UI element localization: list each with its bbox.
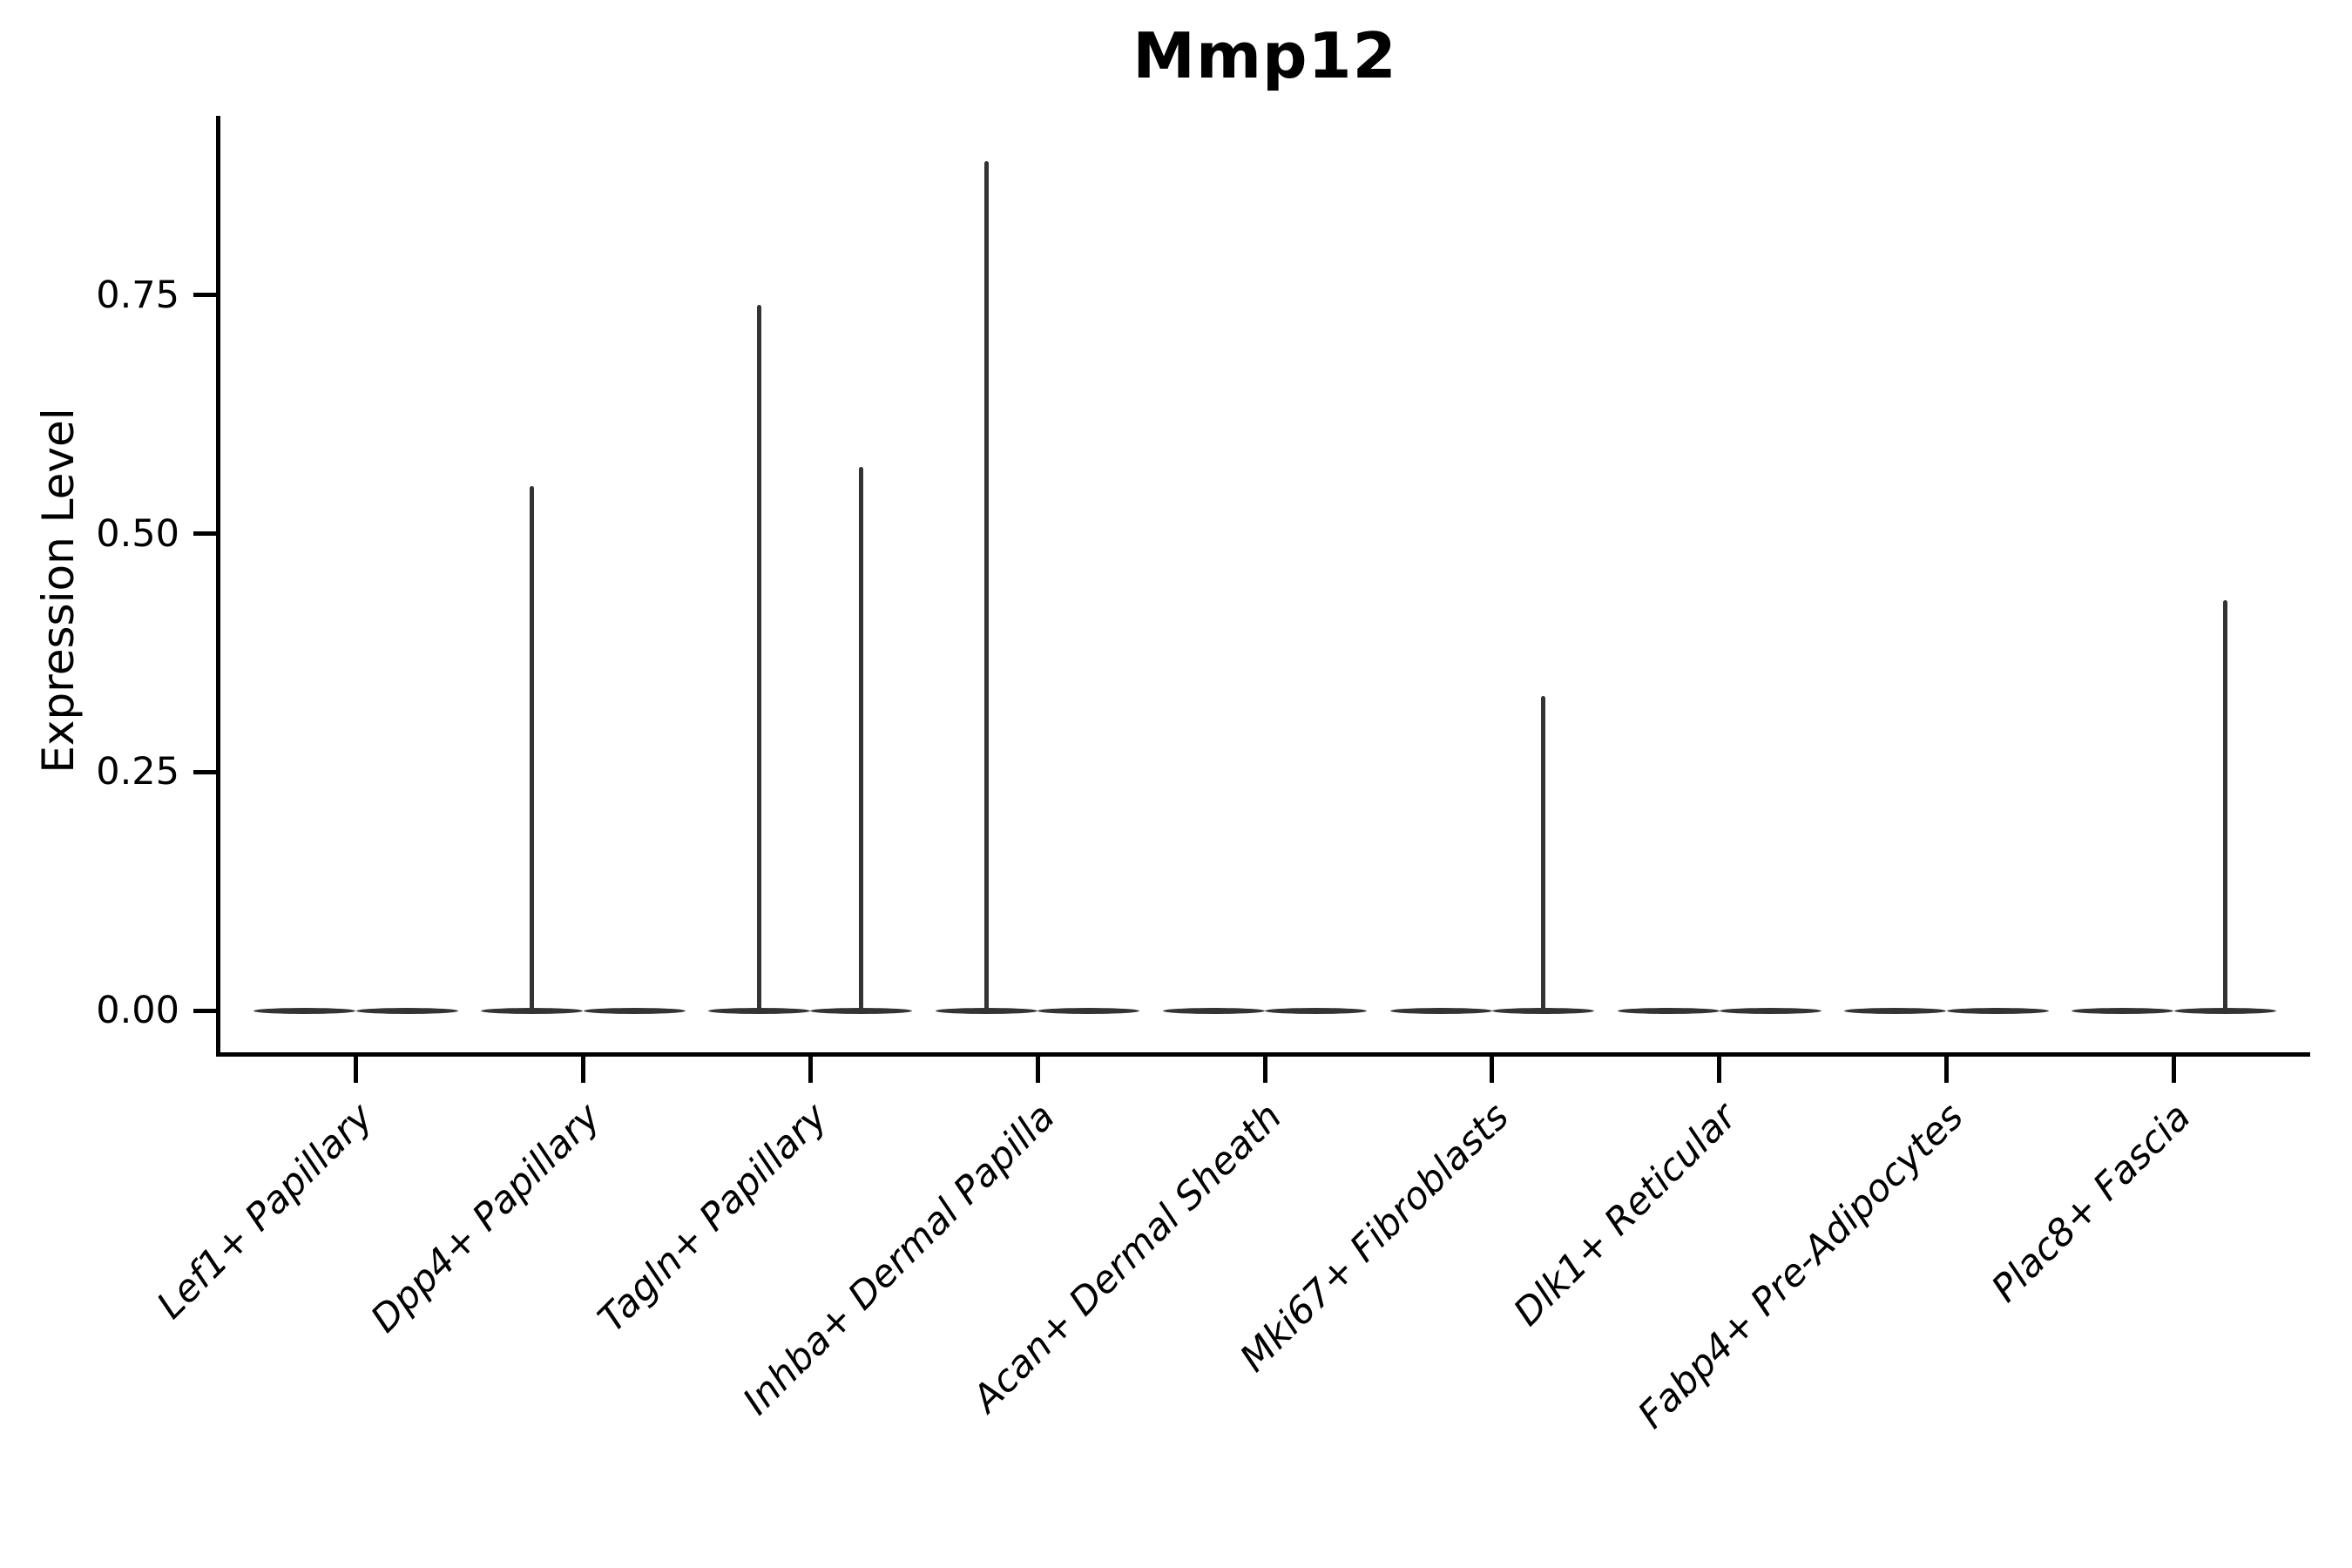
violin-baseline bbox=[1162, 1007, 1265, 1014]
y-tick-mark bbox=[193, 293, 216, 298]
x-tick-label: Dpp4+ Papillary bbox=[362, 1095, 609, 1342]
x-axis-spine bbox=[216, 1052, 2310, 1057]
chart-title: Mmp12 bbox=[1132, 19, 1397, 92]
violin-baseline bbox=[355, 1007, 458, 1014]
violin-baseline bbox=[1719, 1007, 1821, 1014]
y-tick-label: 0.00 bbox=[96, 989, 179, 1032]
violin-baseline bbox=[1617, 1007, 1720, 1014]
x-tick-label: Dlk1+ Reticular bbox=[1505, 1095, 1746, 1335]
violin-baseline bbox=[1037, 1007, 1140, 1014]
x-tick-label: Plac8+ Fascia bbox=[1984, 1095, 2200, 1311]
x-tick-label: Tagln+ Papillary bbox=[590, 1095, 836, 1342]
x-tick-mark bbox=[1944, 1057, 1950, 1083]
y-tick-label: 0.25 bbox=[96, 750, 179, 794]
violin-baseline bbox=[253, 1007, 356, 1014]
x-tick-label: Lef1+ Papillary bbox=[148, 1095, 382, 1328]
violin-baseline bbox=[1389, 1007, 1492, 1014]
x-tick-mark bbox=[354, 1057, 359, 1083]
x-tick-mark bbox=[1490, 1057, 1495, 1083]
y-tick-mark bbox=[193, 1008, 216, 1013]
violin-spike bbox=[2222, 600, 2227, 1012]
violin-spike bbox=[1541, 695, 1546, 1012]
violin-spike bbox=[530, 485, 535, 1012]
violin-baseline bbox=[1946, 1007, 2049, 1014]
x-tick-mark bbox=[1035, 1057, 1040, 1083]
violin-spike bbox=[859, 466, 864, 1012]
x-tick-mark bbox=[1262, 1057, 1267, 1083]
y-tick-mark bbox=[193, 769, 216, 774]
x-tick-mark bbox=[2171, 1057, 2176, 1083]
y-tick-label: 0.50 bbox=[96, 511, 179, 556]
violin-baseline bbox=[1844, 1007, 1947, 1014]
y-tick-mark bbox=[193, 531, 216, 536]
y-axis-spine bbox=[216, 116, 220, 1057]
x-tick-mark bbox=[580, 1057, 585, 1083]
violin-spike bbox=[983, 161, 989, 1012]
y-tick-label: 0.75 bbox=[96, 273, 179, 317]
violin-spike bbox=[757, 304, 762, 1012]
x-tick-mark bbox=[1717, 1057, 1722, 1083]
x-tick-mark bbox=[808, 1057, 813, 1083]
violin-baseline bbox=[2072, 1007, 2174, 1014]
violin-baseline bbox=[583, 1007, 686, 1014]
violin-baseline bbox=[1265, 1007, 1368, 1014]
